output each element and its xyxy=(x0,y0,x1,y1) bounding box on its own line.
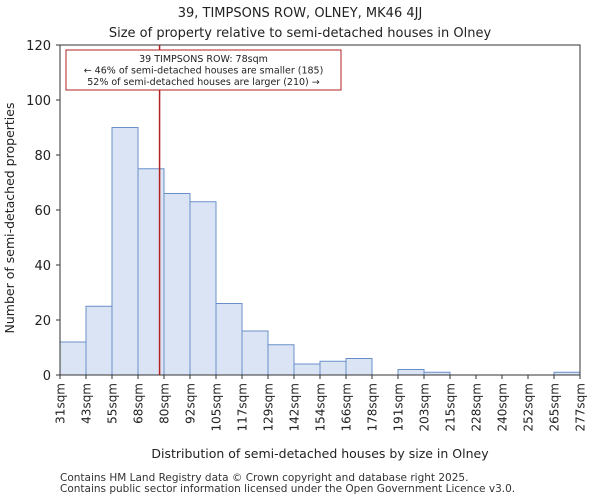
histogram-bar xyxy=(85,305,113,376)
axes-layer: 0 20 40 60 80 100 120 31sqm 43sqm 55sqm 68sqm 80sqm… xyxy=(26,39,587,431)
histogram-bar xyxy=(397,369,425,376)
y-tick-label: 60 xyxy=(34,204,51,219)
histogram-bar xyxy=(293,363,321,376)
y-tick-label: 40 xyxy=(34,259,51,274)
histogram-bar xyxy=(189,201,217,376)
x-tick-label: 203sqm xyxy=(418,383,432,431)
chart-title: 39, TIMPSONS ROW, OLNEY, MK46 4JJ xyxy=(177,6,423,21)
histogram-bar xyxy=(215,303,243,376)
footer: Contains HM Land Registry data © Crown c… xyxy=(60,473,515,495)
x-tick-label: 142sqm xyxy=(288,383,302,431)
histogram-bar xyxy=(345,358,373,376)
x-tick-label: 68sqm xyxy=(132,383,146,424)
chart-subtitle: Size of property relative to semi-detach… xyxy=(108,26,492,41)
x-tick-label: 178sqm xyxy=(366,383,380,431)
x-tick-label: 31sqm xyxy=(54,383,68,424)
y-tick-label: 120 xyxy=(26,39,51,54)
y-tick-label: 100 xyxy=(26,94,51,109)
histogram-bar xyxy=(267,344,295,376)
histogram-bar xyxy=(163,193,191,376)
x-tick-label: 166sqm xyxy=(340,383,354,431)
histogram-bar xyxy=(59,341,87,376)
x-axis-label: Distribution of semi-detached houses by … xyxy=(151,446,489,461)
x-tick-label: 105sqm xyxy=(210,383,224,431)
x-tick-label: 265sqm xyxy=(548,383,562,431)
footer-line-1: Contains HM Land Registry data © Crown c… xyxy=(60,472,469,484)
x-tick-label: 80sqm xyxy=(158,383,172,424)
y-tick-label: 0 xyxy=(43,369,51,384)
x-tick-label: 92sqm xyxy=(184,383,198,424)
annotation-smaller: ← 46% of semi-detached houses are smalle… xyxy=(84,66,324,77)
histogram-bar xyxy=(111,127,139,376)
x-tick-label: 129sqm xyxy=(262,383,276,431)
x-tick-label: 228sqm xyxy=(470,383,484,431)
marker-layer: 39 TIMPSONS ROW: 78sqm← 46% of semi-deta… xyxy=(65,45,342,375)
annotation-larger: 52% of semi-detached houses are larger (… xyxy=(87,77,320,88)
x-tick-label: 215sqm xyxy=(444,383,458,431)
y-tick-label: 80 xyxy=(34,149,51,164)
x-tick-label: 191sqm xyxy=(392,383,406,431)
x-tick-label: 277sqm xyxy=(574,383,588,431)
histogram-chart: 0 20 40 60 80 100 120 31sqm 43sqm 55sqm 68sqm 80sqm… xyxy=(2,39,588,461)
histogram-bar xyxy=(319,360,347,376)
annotation-box xyxy=(65,49,342,91)
chart-title-block: 39, TIMPSONS ROW, OLNEY, MK46 4JJ Size o… xyxy=(0,4,600,44)
y-axis-label: Number of semi-detached properties xyxy=(2,103,17,334)
x-tick-label: 240sqm xyxy=(496,383,510,431)
footer-line-2: Contains public sector information licen… xyxy=(60,483,516,495)
x-tick-label: 117sqm xyxy=(236,383,250,431)
x-tick-label: 252sqm xyxy=(522,383,536,431)
annotation-title: 39 TIMPSONS ROW: 78sqm xyxy=(139,54,268,65)
y-tick-label: 20 xyxy=(34,314,51,329)
x-tick-label: 55sqm xyxy=(106,383,120,424)
x-tick-label: 154sqm xyxy=(314,383,328,431)
x-tick-label: 43sqm xyxy=(80,383,94,424)
histogram-bar xyxy=(241,330,269,376)
